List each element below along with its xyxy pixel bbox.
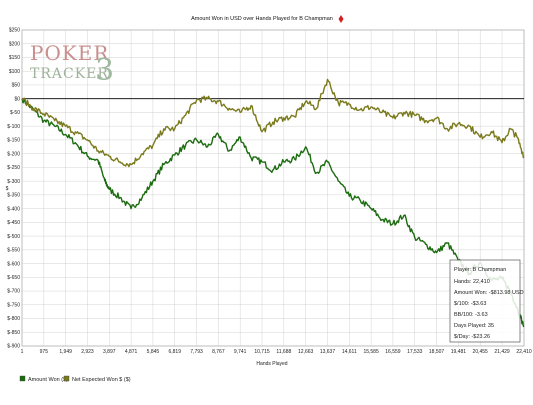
x-axis-title: Hands Played [256,361,287,367]
y-tick-label: $-700 [7,289,20,295]
x-tick-label: 19,481 [451,349,467,355]
x-tick-label: 2,923 [81,349,94,355]
y-tick-label: $-50 [10,110,20,116]
y-tick-label: $-250 [7,165,20,171]
stats-info-box: Player: B Champman Hands: 22,410 Amount … [449,259,524,343]
y-tick-label: $-850 [7,330,20,336]
info-hands: Hands: 22,410 [454,279,490,285]
info-per-100: $/100: -$3.63 [454,301,486,307]
x-tick-label: 1,949 [59,349,72,355]
y-tick-label: $250 [9,28,20,34]
y-tick-label: $-500 [7,234,20,240]
x-tick-label: 975 [40,349,49,355]
x-tick-label: 14,611 [342,349,357,355]
legend-label-amount-won: Amount Won ($) [28,377,68,383]
y-tick-label: $-800 [7,316,20,322]
logo-word-top: POKER [30,41,109,65]
y-tick-label: $150 [9,55,20,61]
x-tick-label: 22,410 [516,349,532,355]
info-amount-won: Amount Won: -$813.98 USD [454,290,524,296]
series-line-ev-won [21,78,525,168]
x-tick-label: 13,637 [320,349,336,355]
x-tick-label: 12,663 [298,349,314,355]
x-tick-label: 21,429 [494,349,510,355]
y-tick-label: $0 [14,96,20,102]
y-tick-label: $-350 [7,193,20,199]
x-tick-label: 3,897 [103,349,116,355]
logo-word-bottom: TRACKER [30,66,109,82]
x-tick-label: 11,688 [276,349,291,355]
legend-swatch-amount-won [19,375,26,382]
chart-title: Amount Won in USD over Hands Played for … [191,16,333,22]
legend-label-ev-won: Net Expected Won $ ($) [72,377,131,383]
y-tick-label: $200 [9,41,20,47]
x-tick-label: 20,455 [473,349,489,355]
y-tick-label: $-550 [7,248,20,254]
x-tick-label: 8,767 [212,349,225,355]
series-layer [21,78,525,328]
x-tick-label: 1 [21,349,24,355]
x-axis: 1 975 1,949 2,923 3,897 4,871 5,845 6,819 7,793 8… [21,349,532,355]
y-tick-label: $-450 [7,220,20,226]
x-tick-label: 5,845 [147,349,160,355]
x-tick-label: 16,559 [385,349,401,355]
poker-tracker-logo: POKER TRACKER 3 [30,41,114,88]
chart-legend: Amount Won ($) Net Expected Won $ ($) [19,375,131,383]
y-tick-label: $-650 [7,275,20,281]
x-tick-label: 18,507 [429,349,445,355]
y-tick-label: $50 [12,83,21,89]
x-tick-label: 17,533 [407,349,423,355]
x-tick-label: 9,741 [234,349,247,355]
y-tick-label: $-100 [7,124,20,130]
x-tick-label: 15,585 [363,349,379,355]
x-tick-label: 4,871 [125,349,138,355]
x-tick-label: 6,819 [168,349,181,355]
y-tick-label: $-600 [7,261,20,267]
y-tick-label: $-200 [7,151,20,157]
legend-swatch-ev-won [63,375,70,382]
y-tick-label: $-900 [7,344,20,350]
y-tick-label: $-300 [7,179,20,185]
logo-version: 3 [95,53,114,88]
info-per-day: $/Day: -$23.26 [454,334,490,340]
title-diamond-icon [338,15,344,23]
y-tick-label: $-150 [7,138,20,144]
info-bb-per-100: BB/100: -3.63 [454,312,488,318]
info-days-played: Days Played: 35 [454,323,494,329]
y-tick-label: $-750 [7,302,20,308]
x-tick-label: 10,715 [254,349,270,355]
stats-info-box-frame [449,259,521,343]
y-axis: $250 $200 $150 $100 $50 $0 $-50 $-100 $-150 $-200… [7,28,20,350]
y-axis-title: $ [6,186,9,192]
plot-area [21,29,525,347]
x-tick-label: 7,793 [190,349,203,355]
y-tick-label: $-400 [7,206,20,212]
y-tick-label: $100 [9,69,20,75]
info-player: Player: B Champman [454,267,506,273]
series-line-amount-won [21,97,525,328]
